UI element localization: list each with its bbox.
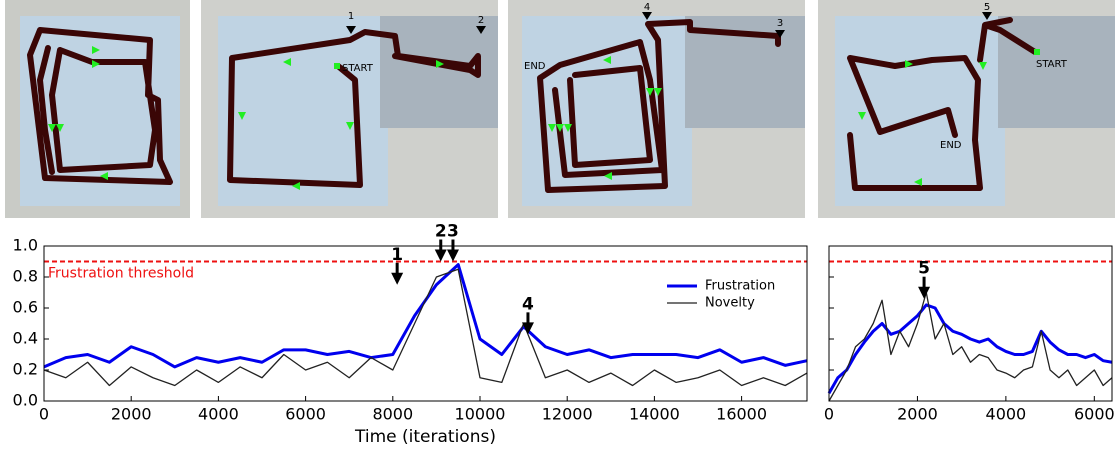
map-label: 5 — [984, 2, 990, 13]
map-panel: 1 2 START — [201, 0, 498, 218]
y-tick-label: 0.0 — [13, 391, 38, 410]
map-panel — [5, 0, 190, 218]
map-panel: 5 START END — [818, 0, 1115, 218]
x-tick-label: 0 — [824, 405, 834, 424]
annotation-arrow — [391, 272, 404, 285]
map-panel: 4 3 END — [508, 0, 805, 218]
x-axis-label: Time (iterations) — [354, 427, 496, 447]
annotation-label: 3 — [447, 222, 459, 242]
line-series — [827, 303, 1113, 394]
map-label: START — [1036, 59, 1068, 70]
annotation-label: 4 — [522, 294, 534, 314]
y-tick-label: 1.0 — [13, 236, 38, 255]
x-tick-label: 6000 — [285, 405, 326, 424]
y-tick-label: 0.6 — [13, 298, 38, 317]
x-tick-label: 6000 — [1074, 405, 1115, 424]
x-tick-label: 2000 — [111, 405, 152, 424]
map-label: START — [342, 63, 374, 74]
x-tick-label: 12000 — [542, 405, 593, 424]
annotation-label: 2 — [435, 222, 447, 242]
x-tick-label: 8000 — [372, 405, 413, 424]
map-label: 4 — [644, 2, 650, 13]
map-label: 2 — [478, 15, 484, 26]
map-label: 1 — [348, 11, 354, 22]
annotation-arrow — [434, 249, 447, 262]
y-tick-label: 0.8 — [13, 267, 38, 286]
x-tick-label: 2000 — [897, 405, 938, 424]
x-tick-label: 4000 — [198, 405, 239, 424]
annotation-arrow — [521, 322, 534, 335]
y-tick-label: 0.2 — [13, 360, 38, 379]
threshold-label: Frustration threshold — [48, 266, 194, 282]
annotation-arrow — [446, 249, 459, 262]
plot-frame — [43, 245, 808, 402]
map-label: END — [940, 140, 962, 151]
y-tick-label: 0.4 — [13, 329, 38, 348]
annotation-label: 1 — [391, 245, 403, 265]
line-series — [828, 291, 1113, 402]
x-tick-label: 16000 — [716, 405, 767, 424]
annotation-arrow — [918, 286, 931, 299]
x-tick-label: 0 — [39, 405, 49, 424]
map-label: END — [524, 61, 546, 72]
x-tick-label: 4000 — [986, 405, 1027, 424]
x-tick-label: 14000 — [629, 405, 680, 424]
line-series — [43, 268, 808, 387]
map-label: 3 — [777, 18, 783, 29]
x-tick-label: 10000 — [455, 405, 506, 424]
annotation-label: 5 — [918, 259, 930, 279]
legend-label: Novelty — [705, 296, 755, 311]
legend-label: Frustration — [705, 279, 775, 294]
plot-frame — [828, 245, 1113, 402]
